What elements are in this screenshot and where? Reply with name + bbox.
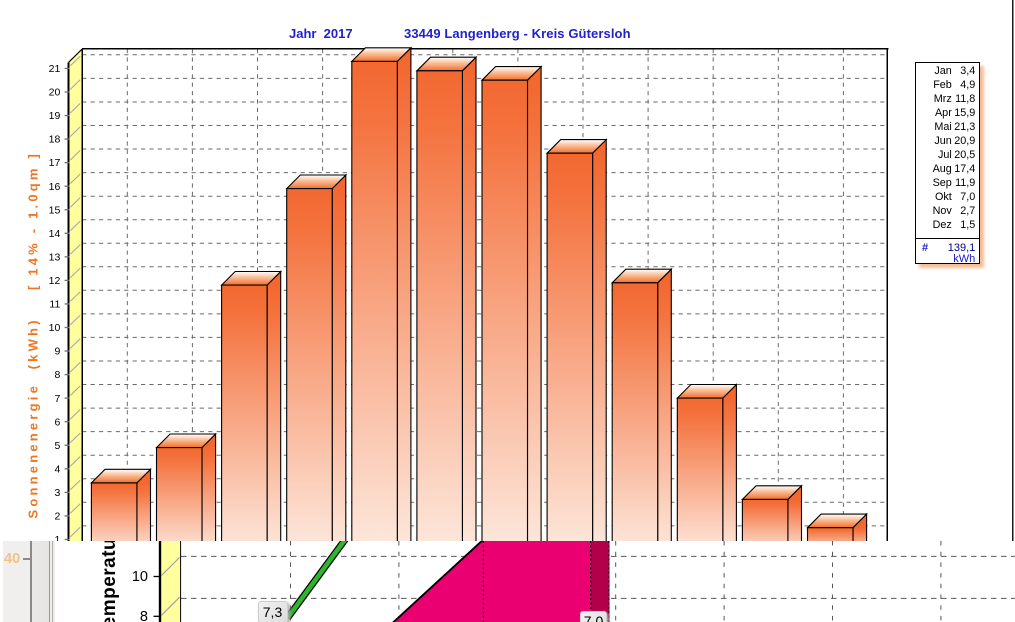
svg-text:15: 15	[49, 204, 61, 216]
svg-text:21: 21	[49, 63, 61, 75]
svg-text:2: 2	[54, 511, 60, 523]
svg-text:9: 9	[54, 346, 60, 358]
svg-text:1: 1	[54, 534, 60, 546]
svg-text:12: 12	[49, 275, 61, 287]
svg-text:10: 10	[49, 322, 61, 334]
svg-text:18: 18	[49, 134, 61, 146]
svg-text:14: 14	[49, 228, 61, 240]
svg-text:16: 16	[49, 181, 61, 193]
svg-text:19: 19	[49, 110, 61, 122]
svg-text:4: 4	[54, 463, 60, 475]
svg-text:17: 17	[49, 157, 61, 169]
svg-text:5: 5	[54, 440, 60, 452]
svg-text:11: 11	[49, 299, 60, 311]
svg-text:20: 20	[49, 87, 61, 99]
svg-text:13: 13	[49, 251, 61, 263]
svg-text:6: 6	[54, 416, 60, 428]
svg-text:8: 8	[54, 369, 60, 381]
svg-text:7: 7	[54, 393, 60, 405]
svg-text:3: 3	[54, 487, 60, 499]
